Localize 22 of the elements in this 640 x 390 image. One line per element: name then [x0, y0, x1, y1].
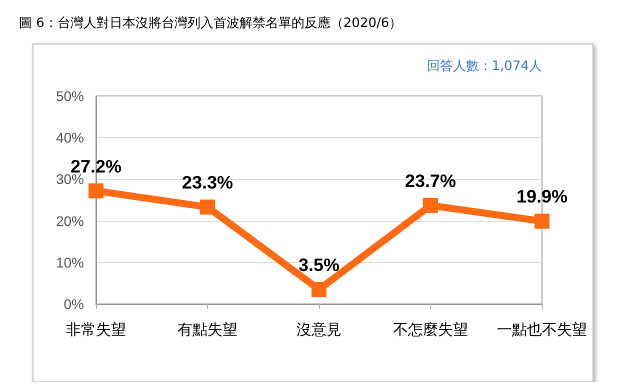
y-tick-label: 0% — [64, 296, 84, 312]
x-tick-label: 有點失望 — [178, 320, 238, 338]
point — [88, 183, 104, 198]
data-label: 3.5% — [298, 254, 340, 275]
chart-title: 圖 6：台灣人對日本沒將台灣列入首波解禁名單的反應（2020/6） — [19, 16, 402, 31]
point — [423, 198, 438, 213]
y-tick-label: 50% — [56, 88, 84, 104]
y-tick-label: 40% — [56, 130, 84, 146]
x-tick-label: 沒意見 — [296, 320, 342, 338]
point — [534, 214, 550, 229]
y-tick-label: 30% — [56, 171, 84, 188]
y-tick-label: 20% — [56, 212, 84, 229]
point — [312, 282, 326, 297]
y-tick-label: 10% — [56, 254, 84, 270]
data-label: 23.7% — [404, 170, 456, 191]
text: 回答人數：1,074人 — [426, 59, 542, 74]
point — [200, 200, 215, 215]
x-tick-label: 不怎麼失望 — [393, 320, 468, 338]
x-tick-label: 一點也不失望 — [497, 320, 587, 338]
data-label: 19.9% — [516, 186, 568, 207]
data-label: 23.3% — [182, 172, 234, 193]
x-tick-label: 非常失望 — [66, 320, 126, 338]
